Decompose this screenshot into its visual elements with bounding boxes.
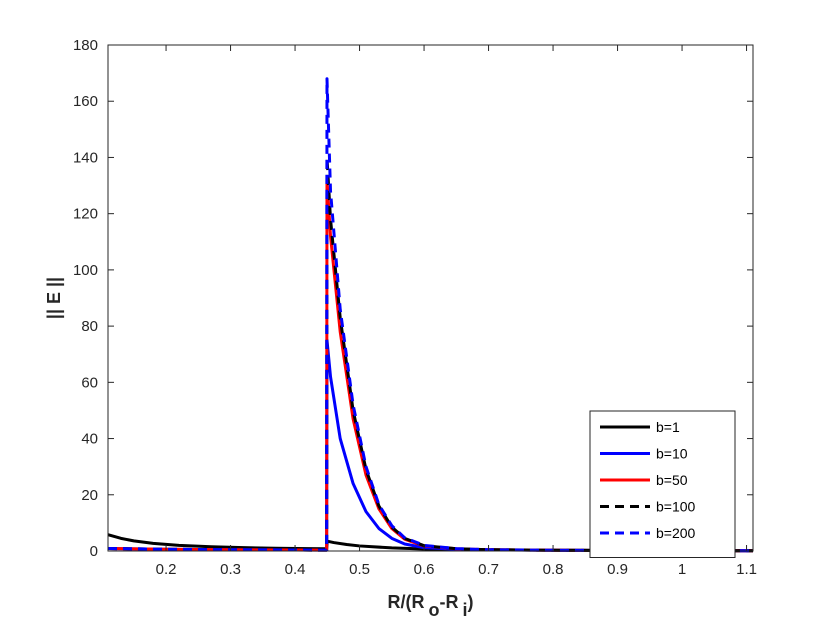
y-tick-label: 60 (81, 374, 98, 391)
y-tick-label: 20 (81, 487, 98, 504)
x-tick-label: 1.1 (736, 561, 757, 578)
x-tick-label: 0.3 (220, 561, 241, 578)
y-tick-label: 140 (73, 149, 98, 166)
legend-box (589, 410, 736, 558)
legend-items: b=1 b=10 b=50 b=100 b=200 (600, 419, 696, 541)
legend-label: b=10 (656, 446, 688, 462)
x-tick-label: 0.7 (478, 561, 499, 578)
y-tick-label: 40 (81, 431, 98, 448)
x-axis-label-mid: -R (439, 592, 458, 612)
x-axis-label-sub-i: i (462, 600, 467, 620)
x-tick-label: 1 (678, 561, 686, 578)
legend-label: b=100 (656, 499, 696, 515)
legend-label: b=200 (656, 525, 696, 541)
x-axis-label-pre: R/(R (387, 592, 424, 612)
x-tick-label: 0.5 (349, 561, 370, 578)
series-layer (107, 77, 754, 553)
x-tick-label: 0.4 (285, 561, 306, 578)
x-tick-label: 0.8 (543, 561, 564, 578)
y-tick-label: 100 (73, 262, 98, 279)
legend: b=1 b=10 b=50 b=100 b=200 (589, 410, 736, 558)
x-tick-label: 0.2 (156, 561, 177, 578)
x-axis-label-post: ) (468, 592, 474, 612)
x-axis-label: R/(R o-R i) (387, 592, 473, 620)
y-tick-label: 80 (81, 318, 98, 335)
y-axis-label: || E || (44, 277, 64, 319)
series-line-b-200 (107, 77, 754, 553)
legend-label: b=1 (656, 419, 680, 435)
y-tick-label: 180 (73, 37, 98, 54)
x-axis-label-sub-o: o (428, 600, 439, 620)
legend-label: b=50 (656, 472, 688, 488)
y-tick-label: 160 (73, 93, 98, 110)
y-tick-label: 120 (73, 206, 98, 223)
x-tick-label: 0.6 (414, 561, 435, 578)
y-tick-label: 0 (90, 543, 98, 560)
plot-frame (107, 44, 754, 552)
tick-layer: 0.2 0.3 0.4 0.5 0.6 0.7 0.8 0.9 1 1.1 0 20 40 60 80 100… (73, 37, 757, 578)
x-tick-label: 0.9 (607, 561, 628, 578)
